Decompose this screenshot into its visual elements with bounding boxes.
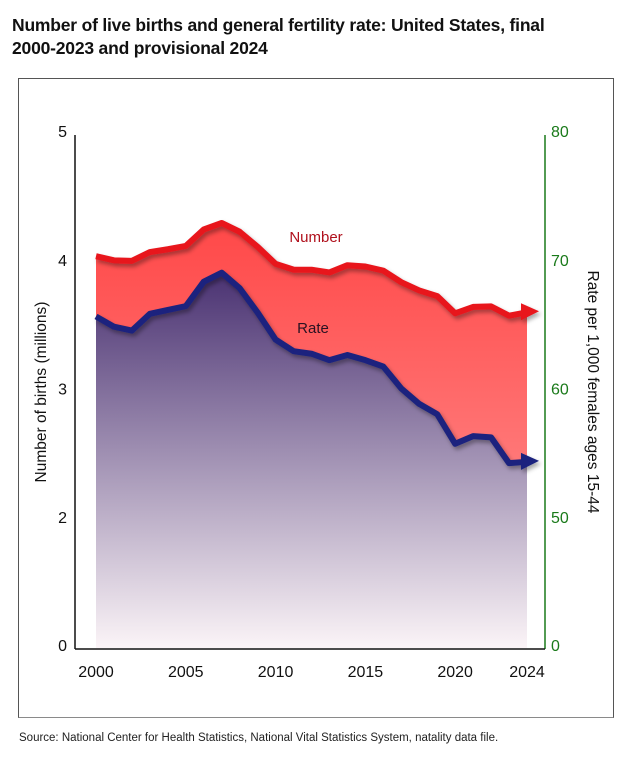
chart-title-line-2: 2000-2023 and provisional 2024 [12, 38, 268, 58]
right-tick-label: 80 [551, 124, 569, 141]
line-rate-group [94, 269, 539, 470]
left-axis-ticks: 0 2 3 4 5 [58, 124, 67, 655]
line-number-arrow [521, 303, 539, 321]
line-number-group [95, 220, 539, 321]
x-tick-label: 2000 [78, 664, 114, 681]
x-tick-label: 2015 [348, 664, 384, 681]
x-tick-label: 2005 [168, 664, 204, 681]
area-rate [96, 272, 527, 648]
left-tick-label: 4 [58, 253, 67, 270]
series-label-rate: Rate [297, 320, 329, 337]
left-tick-label: 5 [58, 124, 67, 141]
series-lines [94, 220, 539, 470]
source-note: Source: National Center for Health Stati… [19, 732, 499, 744]
right-tick-label: 0 [551, 638, 560, 655]
left-tick-label: 2 [58, 510, 67, 527]
x-axis-ticks: 2000 2005 2010 2015 2020 2024 [78, 664, 545, 681]
left-tick-label: 0 [58, 638, 67, 655]
right-axis-title: Rate per 1,000 females ages 15-44 [584, 271, 601, 514]
chart-title-line-1: Number of live births and general fertil… [12, 15, 545, 35]
right-tick-label: 60 [551, 382, 569, 399]
left-axis-title: Number of births (millions) [33, 302, 50, 483]
chart-title: Number of live births and general fertil… [12, 14, 632, 60]
line-rate-arrow [521, 452, 539, 470]
x-tick-label: 2010 [258, 664, 294, 681]
area-fills [96, 223, 527, 648]
right-tick-label: 70 [551, 253, 569, 270]
series-label-number: Number [289, 229, 342, 246]
x-tick-label: 2020 [437, 664, 473, 681]
left-tick-label: 3 [58, 382, 67, 399]
right-axis-ticks: 0 50 60 70 80 [551, 124, 569, 655]
right-tick-label: 50 [551, 510, 569, 527]
chart-frame [18, 78, 614, 718]
x-tick-label: 2024 [509, 664, 545, 681]
